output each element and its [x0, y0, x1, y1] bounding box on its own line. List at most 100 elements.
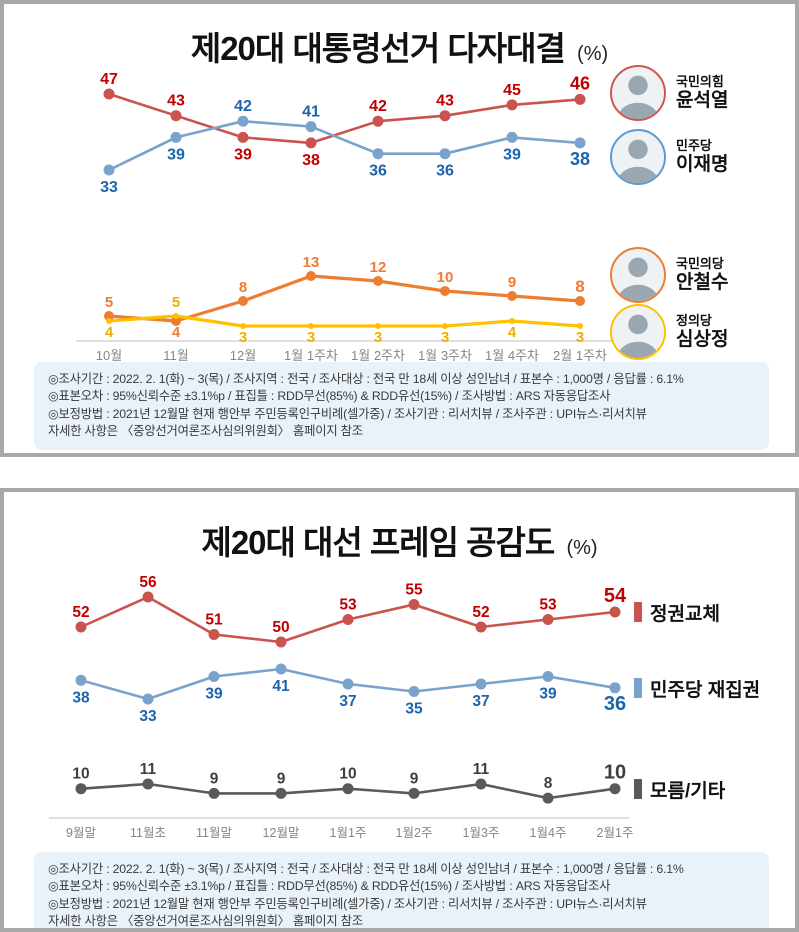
- value-label: 38: [72, 689, 90, 706]
- value-label: 39: [205, 686, 223, 703]
- footnote-line: 자세한 사항은 〈중앙선거여론조사심의위원회〉 홈페이지 참조: [48, 424, 363, 439]
- data-point: [208, 787, 220, 799]
- data-point: [372, 115, 384, 127]
- data-point: [208, 671, 220, 682]
- x-axis-label: 11월초: [130, 826, 166, 840]
- value-label: 5: [105, 294, 113, 311]
- value-label: 52: [72, 604, 89, 621]
- data-point: [506, 131, 518, 143]
- data-point: [103, 88, 115, 100]
- value-label: 41: [272, 678, 290, 695]
- value-label: 46: [570, 73, 590, 93]
- legend-candidate-label: 심상정: [676, 328, 729, 350]
- series-line-0: [108, 92, 581, 145]
- value-label: 3: [441, 329, 449, 346]
- value-label: 53: [539, 597, 557, 614]
- value-label: 41: [302, 104, 320, 121]
- value-label: 42: [234, 98, 252, 115]
- x-axis-label: 11월: [163, 348, 188, 363]
- data-point: [75, 674, 87, 686]
- data-point: [609, 682, 621, 694]
- poll-card-frame: 제20대 대선 프레임 공감도 (%) 9월말 11월초 11월말 12월말 1월1주 1…: [0, 488, 799, 932]
- chart-canvas-frame: 9월말 11월초 11월말 12월말 1월1주 1월2주 1월3주 1월4주 2월1주 52 56 5…: [49, 574, 633, 840]
- value-label: 39: [234, 146, 252, 163]
- legend-label: 모름/기타: [650, 780, 726, 802]
- value-label: 36: [604, 693, 626, 715]
- legend-lee-jae-myung: 민주당 이재명: [610, 129, 728, 185]
- value-label: 3: [576, 329, 584, 346]
- legend-label: 정권교체: [650, 603, 720, 625]
- legend-marker: [634, 779, 642, 799]
- value-label: 39: [503, 146, 521, 163]
- value-label: 37: [472, 693, 489, 710]
- value-label: 56: [139, 574, 157, 591]
- data-point: [542, 614, 554, 625]
- avatar-sim-sang-jung: [610, 304, 666, 360]
- poll-card-multiway: 제20대 대통령선거 다자대결 (%) 10월 11월 12월 1월 1주차 1월 2주…: [0, 0, 799, 457]
- value-label: 47: [100, 71, 118, 88]
- value-label: 9: [508, 274, 516, 291]
- data-point: [408, 686, 420, 697]
- value-label: 50: [272, 619, 289, 636]
- data-point: [575, 296, 585, 306]
- value-label: 4: [508, 324, 517, 341]
- data-point: [475, 778, 487, 790]
- value-label: 39: [539, 686, 557, 703]
- value-label: 11: [473, 761, 490, 778]
- value-label: 3: [239, 329, 247, 346]
- data-point: [475, 678, 487, 690]
- value-label: 8: [575, 277, 584, 296]
- value-label: 37: [339, 693, 356, 710]
- legend-candidate-label: 이재명: [676, 153, 729, 175]
- value-label: 11: [140, 761, 157, 778]
- chart-title-multiway: 제20대 대통령선거 다자대결 (%): [4, 22, 795, 70]
- value-label: 51: [205, 612, 223, 629]
- data-point: [306, 271, 316, 281]
- legend-yoon-suk-yeol: 국민의힘 윤석열: [610, 65, 728, 121]
- data-point: [507, 291, 517, 301]
- data-point: [408, 599, 420, 610]
- data-point: [442, 323, 448, 329]
- legend-dont-know-other: 모름/기타: [634, 778, 726, 802]
- data-point: [171, 316, 181, 326]
- footnote-line: ◎조사기간 : 2022. 2. 1(화) ~ 3(목) / 조사지역 : 전국…: [48, 862, 684, 876]
- footnote-line: 자세한 사항은 〈중앙선거여론조사심의위원회〉 홈페이지 참조: [48, 914, 363, 929]
- value-label: 9: [410, 770, 419, 787]
- x-axis-label: 1월 1주차: [284, 348, 338, 363]
- legend-regime-change: 정권교체: [634, 601, 720, 625]
- x-axis-label: 1월 4주차: [485, 348, 539, 363]
- chart-title-unit: (%): [566, 537, 598, 559]
- data-point: [439, 148, 451, 160]
- x-axis-label: 12월말: [263, 826, 300, 840]
- value-label: 10: [339, 766, 356, 783]
- legend-marker: [634, 678, 642, 698]
- data-point: [372, 148, 384, 160]
- chart-canvas-multiway: 10월 11월 12월 1월 1주차 1월 2주차 1월 3주차 1월 4주차 2월 1주차 4…: [76, 71, 616, 363]
- legend-dp-retain-power: 민주당 재집권: [634, 677, 760, 701]
- data-point: [542, 671, 554, 682]
- chart-title-text: 제20대 대통령선거 다자대결: [190, 30, 566, 67]
- x-axis-label: 1월4주: [530, 826, 567, 840]
- data-point: [240, 323, 246, 329]
- series-line-1: [108, 119, 581, 172]
- data-point: [75, 783, 87, 795]
- legend-candidate-label: 윤석열: [676, 89, 729, 111]
- person-icon: [617, 257, 659, 301]
- data-point: [542, 792, 554, 804]
- legend-party-label: 민주당: [676, 137, 712, 153]
- legend-marker: [634, 602, 642, 622]
- chart-title-unit: (%): [577, 43, 609, 65]
- data-point: [142, 693, 154, 705]
- person-icon: [617, 139, 659, 183]
- value-label: 43: [436, 93, 454, 110]
- value-label: 43: [167, 93, 185, 110]
- value-label: 33: [139, 708, 157, 725]
- data-point: [408, 787, 420, 799]
- data-point: [275, 636, 287, 648]
- x-axis-label: 11월말: [196, 826, 232, 840]
- x-axis-label: 10월: [96, 348, 122, 363]
- value-label: 52: [472, 604, 489, 621]
- value-label: 8: [544, 775, 553, 792]
- data-point: [342, 614, 354, 625]
